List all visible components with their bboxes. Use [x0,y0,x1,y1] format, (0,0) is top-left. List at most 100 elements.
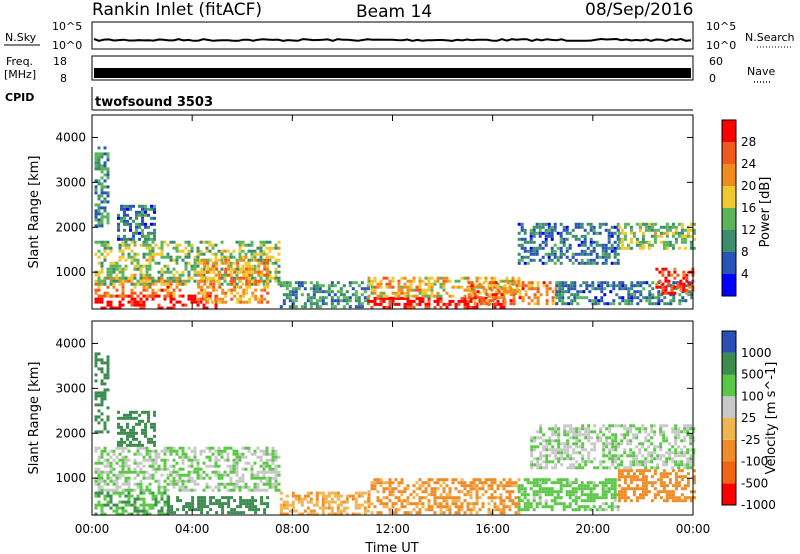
power-cell-2 [235,282,239,286]
power-cell-8 [388,279,392,283]
velocity-cell-9 [635,496,639,500]
power-cell-12 [629,225,633,229]
velocity-cell-8 [539,457,543,461]
power-cell-2 [268,276,272,280]
velocity-cell-7 [517,499,521,503]
velocity-cell-3 [103,424,107,428]
power-cell-7 [403,302,407,306]
power-cell-7 [388,299,392,303]
power-cell-3 [257,261,261,265]
velocity-cell-6 [445,499,449,503]
power-cell-10 [567,296,571,300]
power-cell-12 [665,240,669,244]
power-cell-2 [130,282,134,286]
power-cell-11 [565,231,569,235]
power-cell-10 [594,302,598,306]
velocity-cell-7 [538,493,542,497]
velocity-cell-7 [523,490,527,494]
velocity-cell-8 [536,445,540,449]
velocity-cell-0 [94,470,98,474]
power-cell-1 [121,282,125,286]
velocity-cell-0 [124,461,128,465]
velocity-cell-6 [457,511,461,515]
velocity-cell-0 [124,479,128,483]
velocity-cell-6 [436,505,440,509]
velocity-cell-6 [442,496,446,500]
velocity-cell-8 [620,460,624,464]
power-cell-12 [650,228,654,232]
power-cell-8 [397,285,401,289]
velocity-cell-5 [285,500,289,504]
velocity-cell-1 [112,503,116,507]
power-cell-2 [166,264,170,268]
velocity-cell-7 [568,490,572,494]
velocity-cell-6 [454,502,458,506]
velocity-cell-7 [544,478,548,482]
power-cell-1 [178,282,182,286]
velocity-cell-2 [176,496,180,500]
velocity-cell-7 [574,508,578,512]
velocity-cell-6 [460,505,464,509]
velocity-cell-9 [644,493,648,497]
power-cell-2 [259,249,263,253]
power-cell-9 [530,287,534,291]
power-cell-6 [312,287,316,291]
velocity-cell-8 [644,457,648,461]
velocity-cell-0 [265,470,269,474]
power-cell-3 [266,261,270,265]
power-cell-11 [532,234,536,238]
velocity-cell-9 [635,475,639,479]
power-cell-11 [589,225,593,229]
power-cell-5 [126,219,129,223]
velocity-cell-7 [544,490,548,494]
velocity-cell-1 [160,497,164,501]
velocity-cell-7 [559,487,563,491]
velocity-cell-2 [203,499,207,503]
velocity-cell-0 [100,470,104,474]
power-cell-1 [106,276,110,280]
power-cell-9 [545,302,549,306]
velocity-cell-0 [196,458,200,462]
power-cell-11 [532,258,536,262]
power-cell-2 [133,255,137,259]
power-cell-9 [536,296,540,300]
velocity-cell-6 [442,478,446,482]
velocity-cell-8 [530,466,534,470]
power-cell-2 [100,261,104,265]
velocity-cell-8 [662,430,666,434]
power-cell-12 [626,243,630,247]
velocity-cell-9 [617,469,621,473]
power-cell-2 [160,282,164,286]
power-cell-2 [202,240,206,244]
power-cell-11 [565,255,569,259]
velocity-cell-3 [103,391,107,395]
velocity-ytick-label: 4000 [55,336,86,350]
velocity-cell-6 [412,484,416,488]
power-cell-3 [215,267,219,271]
power-cell-13 [661,267,665,271]
velocity-cell-1 [160,509,164,513]
velocity-cell-2 [245,502,249,506]
power-cell-4 [97,197,101,201]
power-cell-6 [342,293,346,297]
velocity-cell-8 [581,466,585,470]
power-cell-12 [620,246,624,250]
velocity-cell-8 [542,454,546,458]
velocity-cell-5 [291,509,295,513]
velocity-cell-0 [223,470,227,474]
velocity-cell-6 [385,505,389,509]
power-cell-11 [574,234,578,238]
power-cell-11 [607,255,611,259]
power-cell-0 [166,306,170,310]
power-cell-8 [439,294,443,298]
power-cell-5 [147,207,150,211]
velocity-cell-9 [620,472,624,476]
power-cell-4 [97,206,101,210]
velocity-cell-2 [248,502,252,506]
power-cell-4 [103,206,107,210]
power-cell-4 [97,203,101,207]
power-cell-0 [163,297,167,301]
velocity-cell-0 [265,476,269,480]
velocity-cell-0 [145,449,149,453]
power-cell-10 [558,293,562,297]
